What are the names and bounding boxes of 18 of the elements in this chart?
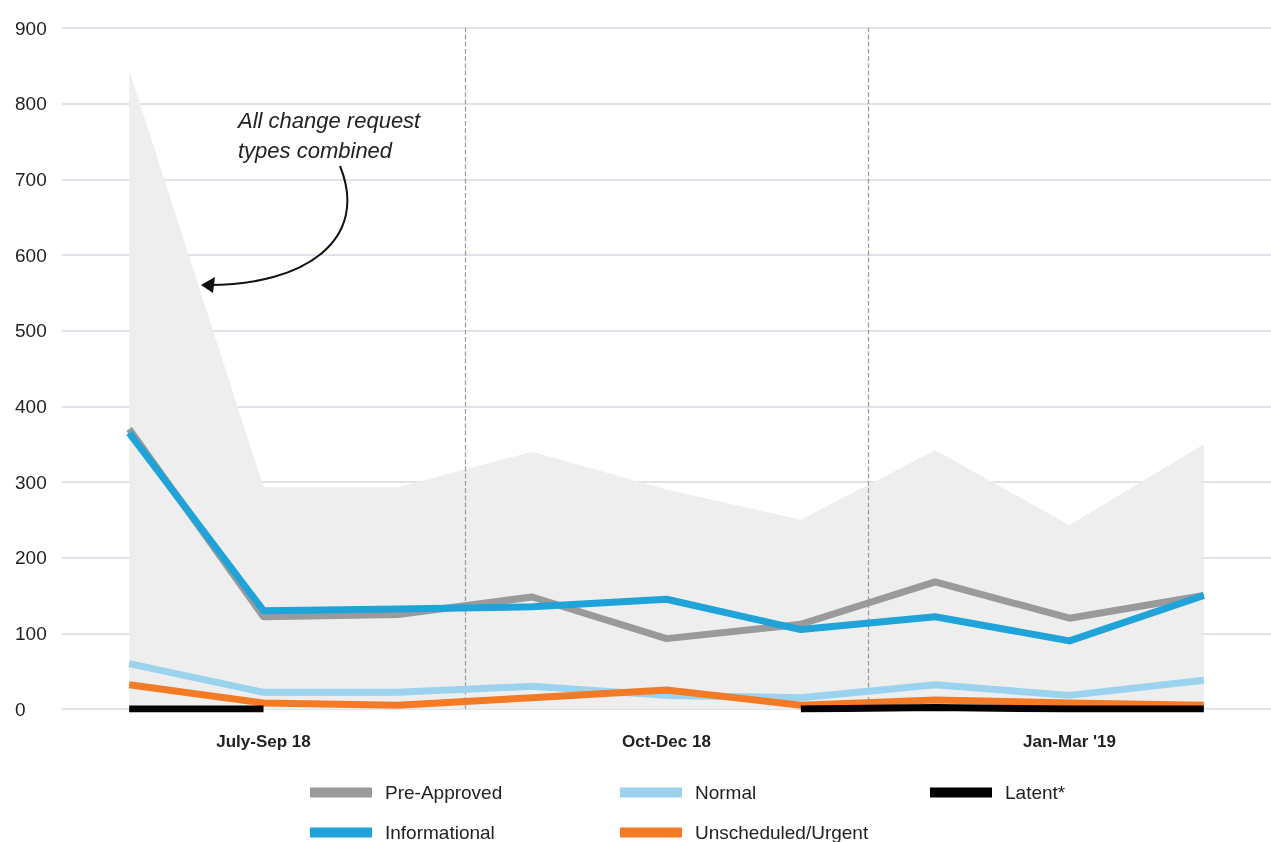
y-tick-label: 700 xyxy=(15,168,47,190)
y-tick-label: 0 xyxy=(15,698,26,720)
y-tick-label: 200 xyxy=(15,547,47,569)
legend-label: Normal xyxy=(695,782,757,803)
y-tick-label: 900 xyxy=(15,17,47,39)
y-tick-label: 500 xyxy=(15,320,47,342)
y-tick-label: 400 xyxy=(15,395,47,417)
x-tick-label: July-Sep 18 xyxy=(216,732,311,751)
legend-label: Pre-Approved xyxy=(385,782,503,803)
x-tick-label: Oct-Dec 18 xyxy=(622,732,711,751)
annotation: All change request types combined xyxy=(238,107,422,165)
x-tick-label: Jan-Mar '19 xyxy=(1023,732,1116,751)
legend-label: Informational xyxy=(385,822,495,842)
y-tick-label: 600 xyxy=(15,244,47,266)
y-tick-label: 100 xyxy=(15,622,47,644)
y-tick-label: 800 xyxy=(15,93,47,115)
y-tick-label: 300 xyxy=(15,471,47,493)
legend-label: Latent* xyxy=(1005,782,1066,803)
